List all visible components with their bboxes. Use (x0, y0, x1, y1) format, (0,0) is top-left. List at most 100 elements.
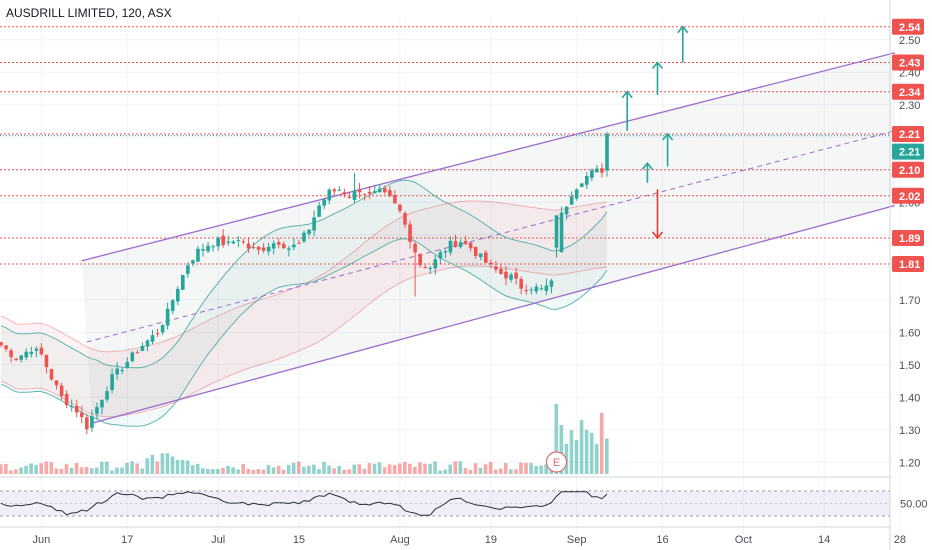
level-price-tag-label: 1.89 (899, 233, 920, 245)
candle-body (95, 407, 99, 414)
volume-bar (150, 454, 155, 474)
candle-body (458, 242, 463, 247)
volume-bar (100, 461, 104, 474)
candle-body (19, 355, 23, 360)
candle-body (85, 417, 89, 430)
chart-title: AUSDRILL LIMITED, 120, ASX (6, 6, 172, 20)
volume-bar (64, 464, 69, 474)
candle-body (246, 243, 251, 249)
level-price-tag (892, 161, 924, 178)
volume-bar (125, 462, 129, 474)
rsi-panel: 50.00 (0, 490, 928, 517)
candle-body (175, 288, 180, 302)
earnings-marker[interactable]: E (545, 451, 568, 473)
candle-body (448, 240, 453, 253)
price-tags: 2.54 2.43 2.34 2.21 2.10 2.02 1.89 1.81 2.21 (892, 18, 924, 272)
candle-body (484, 252, 488, 263)
candle-body (539, 288, 544, 290)
volume-bar (357, 464, 362, 474)
candle-body (69, 405, 74, 407)
candle-body (80, 412, 84, 417)
arrow-head (651, 61, 664, 70)
time-axis[interactable]: Jun 17 Jul 15 Aug 19 Sep 16 Oct 14 28 (0, 526, 906, 546)
volume-bar (180, 459, 185, 474)
volume-bar (372, 463, 377, 474)
volume-bar (59, 468, 64, 474)
candle-body (352, 190, 357, 200)
level-price-tag (892, 83, 924, 100)
volume-bar (221, 467, 225, 474)
volume-bar (291, 462, 296, 474)
volume-bar (145, 458, 150, 474)
volume-bar (605, 438, 609, 474)
volume-bar (342, 469, 346, 474)
candle-body (125, 361, 130, 368)
volume-bar (408, 463, 412, 474)
candle-body (191, 260, 195, 264)
slow-band-fill (1, 200, 607, 417)
candle-body (100, 399, 104, 408)
volume-bar (49, 462, 54, 474)
volume-bar (599, 412, 604, 474)
volume-bar (115, 467, 119, 474)
time-tick-label: Jul (211, 534, 225, 546)
volume-bar (524, 462, 528, 474)
volume-bar (554, 404, 559, 474)
candle-body (120, 369, 124, 371)
level-price-tag-label: 1.81 (899, 259, 920, 271)
volume-bar (19, 467, 23, 474)
time-tick-label: 28 (894, 534, 906, 546)
candle-body (443, 251, 448, 253)
channel-mid-line (86, 130, 895, 343)
candle-body (473, 246, 478, 256)
candle-body (393, 195, 397, 204)
volume-bar (276, 465, 281, 474)
volume-bar (130, 461, 134, 474)
volume-bar (9, 470, 13, 474)
candle-body (24, 351, 29, 358)
candle-body (494, 266, 498, 270)
price-tick-label: 2.50 (899, 35, 920, 47)
price-tick-label: 1.60 (899, 327, 920, 339)
candle-body (297, 242, 301, 244)
volume-bar (514, 469, 518, 474)
candle-body (453, 240, 458, 247)
candle-body (39, 347, 44, 355)
volume-bar (195, 463, 200, 474)
candle-body (559, 212, 564, 253)
candle-body (49, 369, 54, 380)
volume-bar (352, 464, 357, 474)
volume-bar (483, 464, 488, 474)
candle-body (413, 243, 417, 253)
volume-bar (236, 469, 240, 474)
volume-bar (468, 469, 473, 474)
candle-body (110, 374, 114, 390)
time-tick-label: 14 (818, 534, 830, 546)
level-price-tag (892, 187, 924, 204)
candle-body (130, 352, 135, 362)
candle-body (322, 199, 326, 206)
candle-body (347, 196, 352, 198)
channel-lower-line (91, 204, 896, 424)
level-price-tag-label: 2.54 (899, 22, 921, 34)
volume-bar (594, 443, 599, 474)
candle-body (509, 274, 513, 280)
volume-bar (74, 463, 79, 474)
volume-bar (94, 467, 99, 474)
volume-bar (241, 464, 245, 474)
candle-body (155, 333, 160, 335)
volume-bar (201, 468, 205, 474)
candle-body (186, 265, 190, 274)
level-price-tag (892, 126, 924, 142)
volume-bar (549, 469, 554, 474)
candle-body (403, 213, 407, 225)
candle-body (398, 204, 402, 211)
candle-body (564, 206, 569, 215)
candle-body (605, 134, 609, 171)
candle-body (408, 224, 412, 242)
candle-body (221, 235, 225, 245)
volume-bar (382, 467, 387, 474)
volume-bar (529, 463, 533, 474)
candle-body (90, 416, 94, 428)
